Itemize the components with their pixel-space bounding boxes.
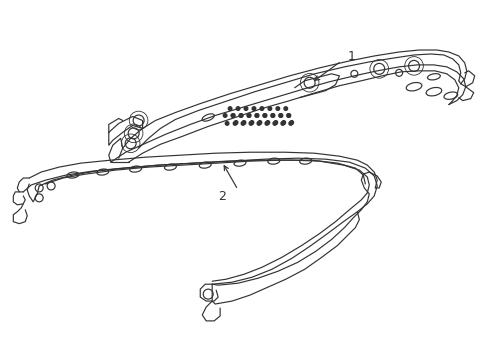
Circle shape (249, 122, 253, 125)
Circle shape (233, 122, 237, 125)
Circle shape (260, 107, 264, 111)
Circle shape (228, 107, 232, 111)
Circle shape (265, 122, 269, 125)
Circle shape (234, 121, 238, 124)
Circle shape (223, 114, 227, 117)
Circle shape (242, 121, 246, 124)
Circle shape (273, 122, 277, 125)
Circle shape (282, 121, 286, 124)
Circle shape (247, 114, 251, 117)
Circle shape (281, 122, 285, 125)
Circle shape (225, 122, 229, 125)
Circle shape (250, 121, 254, 124)
Circle shape (266, 121, 270, 124)
Circle shape (290, 121, 294, 124)
Circle shape (252, 107, 256, 111)
Circle shape (239, 114, 243, 117)
Circle shape (244, 107, 248, 111)
Circle shape (263, 114, 267, 117)
Circle shape (239, 114, 243, 117)
Circle shape (263, 114, 267, 117)
Circle shape (276, 107, 280, 111)
Circle shape (268, 107, 271, 111)
Circle shape (231, 114, 235, 117)
Circle shape (257, 122, 261, 125)
Circle shape (271, 114, 274, 117)
Circle shape (287, 114, 291, 117)
Circle shape (279, 114, 283, 117)
Circle shape (284, 107, 288, 111)
Circle shape (255, 114, 259, 117)
Circle shape (289, 122, 293, 125)
Text: 2: 2 (218, 190, 226, 203)
Circle shape (258, 121, 262, 124)
Circle shape (274, 121, 278, 124)
Text: 1: 1 (347, 50, 355, 63)
Circle shape (247, 114, 251, 117)
Circle shape (255, 114, 259, 117)
Circle shape (241, 122, 245, 125)
Circle shape (231, 114, 235, 117)
Circle shape (287, 114, 291, 117)
Circle shape (279, 114, 283, 117)
Circle shape (271, 114, 274, 117)
Circle shape (236, 107, 240, 111)
